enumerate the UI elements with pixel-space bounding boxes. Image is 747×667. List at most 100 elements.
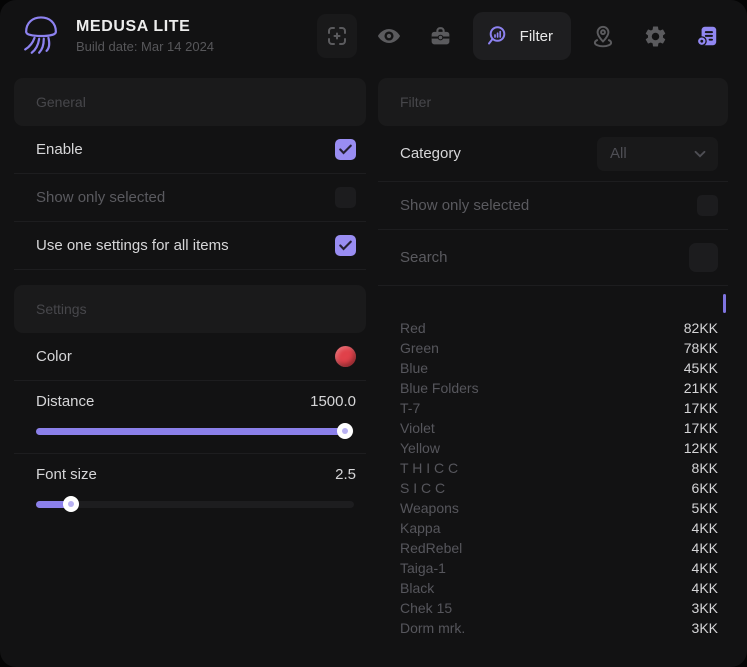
search-label: Search: [400, 249, 448, 266]
tab-filter[interactable]: Filter: [472, 12, 571, 60]
list-item[interactable]: Kappa 4KK: [400, 518, 718, 538]
item-value: 8KK: [691, 460, 718, 476]
search-input[interactable]: [689, 243, 718, 272]
font-size-slider-thumb[interactable]: [62, 496, 79, 512]
eye-icon: [377, 28, 400, 44]
tab-filter-label: Filter: [519, 27, 553, 45]
list-item[interactable]: Black 4KK: [400, 578, 718, 598]
list-item[interactable]: Weapons 5KK: [400, 498, 718, 518]
scrollbar-thumb[interactable]: [723, 294, 726, 313]
check-icon: [339, 144, 352, 155]
item-name: RedRebel: [400, 540, 463, 556]
item-value: 5KK: [691, 500, 718, 516]
distance-slider-thumb[interactable]: [337, 423, 354, 439]
item-list: Red 82KK Green 78KK Blue 45KK Blue Folders 2…: [378, 292, 728, 638]
item-name: Kappa: [400, 520, 441, 536]
color-swatch[interactable]: [335, 346, 356, 367]
notes-button[interactable]: [687, 14, 727, 58]
briefcase-button[interactable]: [421, 14, 461, 58]
font-size-block: Font size 2.5: [14, 454, 366, 526]
use-one-settings-checkbox[interactable]: [335, 235, 356, 256]
item-value: 78KK: [683, 340, 718, 356]
item-name: Black: [400, 580, 435, 596]
category-dropdown-value: All: [610, 145, 627, 162]
category-dropdown[interactable]: All: [597, 136, 718, 171]
list-item[interactable]: RedRebel 4KK: [400, 538, 718, 558]
item-value: 82KK: [683, 320, 718, 336]
enable-checkbox[interactable]: [335, 139, 356, 160]
show-only-selected-row: Show only selected: [14, 174, 366, 222]
filter-show-only-selected-label: Show only selected: [400, 197, 530, 214]
item-value: 6KK: [691, 480, 718, 496]
crosshair-button[interactable]: [316, 14, 357, 58]
filter-show-only-selected-row: Show only selected: [378, 182, 728, 230]
list-item[interactable]: Violet 17KK: [400, 418, 718, 438]
header-bar: MEDUSA LITE Build date: Mar 14 2024: [0, 0, 747, 78]
filter-section-header: Filter: [378, 78, 728, 126]
list-item[interactable]: Yellow 12KK: [400, 438, 718, 458]
check-icon: [339, 240, 352, 251]
list-item[interactable]: Blue Folders 21KK: [400, 378, 718, 398]
slider-fill: [36, 428, 346, 435]
item-name: Violet: [400, 420, 435, 436]
use-one-settings-label: Use one settings for all items: [36, 237, 229, 254]
location-pin-icon: [593, 25, 613, 48]
item-value: 3KK: [691, 600, 718, 616]
item-name: Chek 15: [400, 600, 453, 616]
item-name: S I C C: [400, 480, 446, 496]
category-row: Category All: [378, 126, 728, 182]
item-value: 12KK: [683, 440, 718, 456]
use-one-settings-row: Use one settings for all items: [14, 222, 366, 270]
item-value: 45KK: [683, 360, 718, 376]
chevron-down-icon: [694, 150, 706, 157]
eye-button[interactable]: [369, 14, 409, 58]
item-value: 4KK: [691, 560, 718, 576]
item-name: Weapons: [400, 500, 459, 516]
item-value: 4KK: [691, 540, 718, 556]
list-item[interactable]: T H I C C 8KK: [400, 458, 718, 478]
color-label: Color: [36, 348, 72, 365]
list-item[interactable]: T-7 17KK: [400, 398, 718, 418]
distance-slider[interactable]: [36, 423, 354, 439]
list-item[interactable]: Taiga-1 4KK: [400, 558, 718, 578]
notes-gear-icon: [696, 26, 717, 47]
list-item[interactable]: Dorm mrk. 3KK: [400, 618, 718, 638]
search-row: Search: [378, 230, 728, 286]
location-button[interactable]: [583, 14, 623, 58]
enable-label: Enable: [36, 141, 83, 158]
distance-label: Distance: [36, 393, 95, 410]
filter-search-icon: [487, 26, 505, 45]
list-item[interactable]: Red 82KK: [400, 318, 718, 338]
list-item[interactable]: S I C C 6KK: [400, 478, 718, 498]
item-value: 17KK: [683, 400, 718, 416]
enable-row: Enable: [14, 126, 366, 174]
distance-block: Distance 1500.0: [14, 381, 366, 454]
briefcase-icon: [431, 26, 450, 44]
settings-button[interactable]: [635, 14, 675, 58]
title-block: MEDUSA LITE Build date: Mar 14 2024: [76, 18, 214, 54]
item-name: T-7: [400, 400, 421, 416]
settings-gear-icon: [645, 25, 665, 46]
crosshair-icon: [327, 27, 346, 45]
item-value: 3KK: [691, 620, 718, 636]
main-content: General Enable Show only selected Use on…: [0, 78, 747, 638]
item-value: 17KK: [683, 420, 718, 436]
left-panel: General Enable Show only selected Use on…: [14, 78, 366, 638]
show-only-selected-checkbox[interactable]: [335, 187, 356, 208]
build-date: Build date: Mar 14 2024: [76, 39, 215, 54]
item-name: Blue: [400, 360, 429, 376]
item-value: 4KK: [691, 580, 718, 596]
font-size-value: 2.5: [335, 466, 356, 483]
item-name: Yellow: [400, 440, 440, 456]
filter-show-only-selected-checkbox[interactable]: [697, 195, 718, 216]
list-item[interactable]: Green 78KK: [400, 338, 718, 358]
item-name: Red: [400, 320, 426, 336]
app-title: MEDUSA LITE: [76, 18, 191, 35]
list-item[interactable]: Chek 15 3KK: [400, 598, 718, 618]
right-panel: Filter Category All Show only selected S…: [378, 78, 728, 638]
font-size-slider[interactable]: [36, 496, 354, 512]
list-item[interactable]: Blue 45KK: [400, 358, 718, 378]
jellyfish-logo-icon: [24, 16, 57, 54]
font-size-label: Font size: [36, 466, 97, 483]
